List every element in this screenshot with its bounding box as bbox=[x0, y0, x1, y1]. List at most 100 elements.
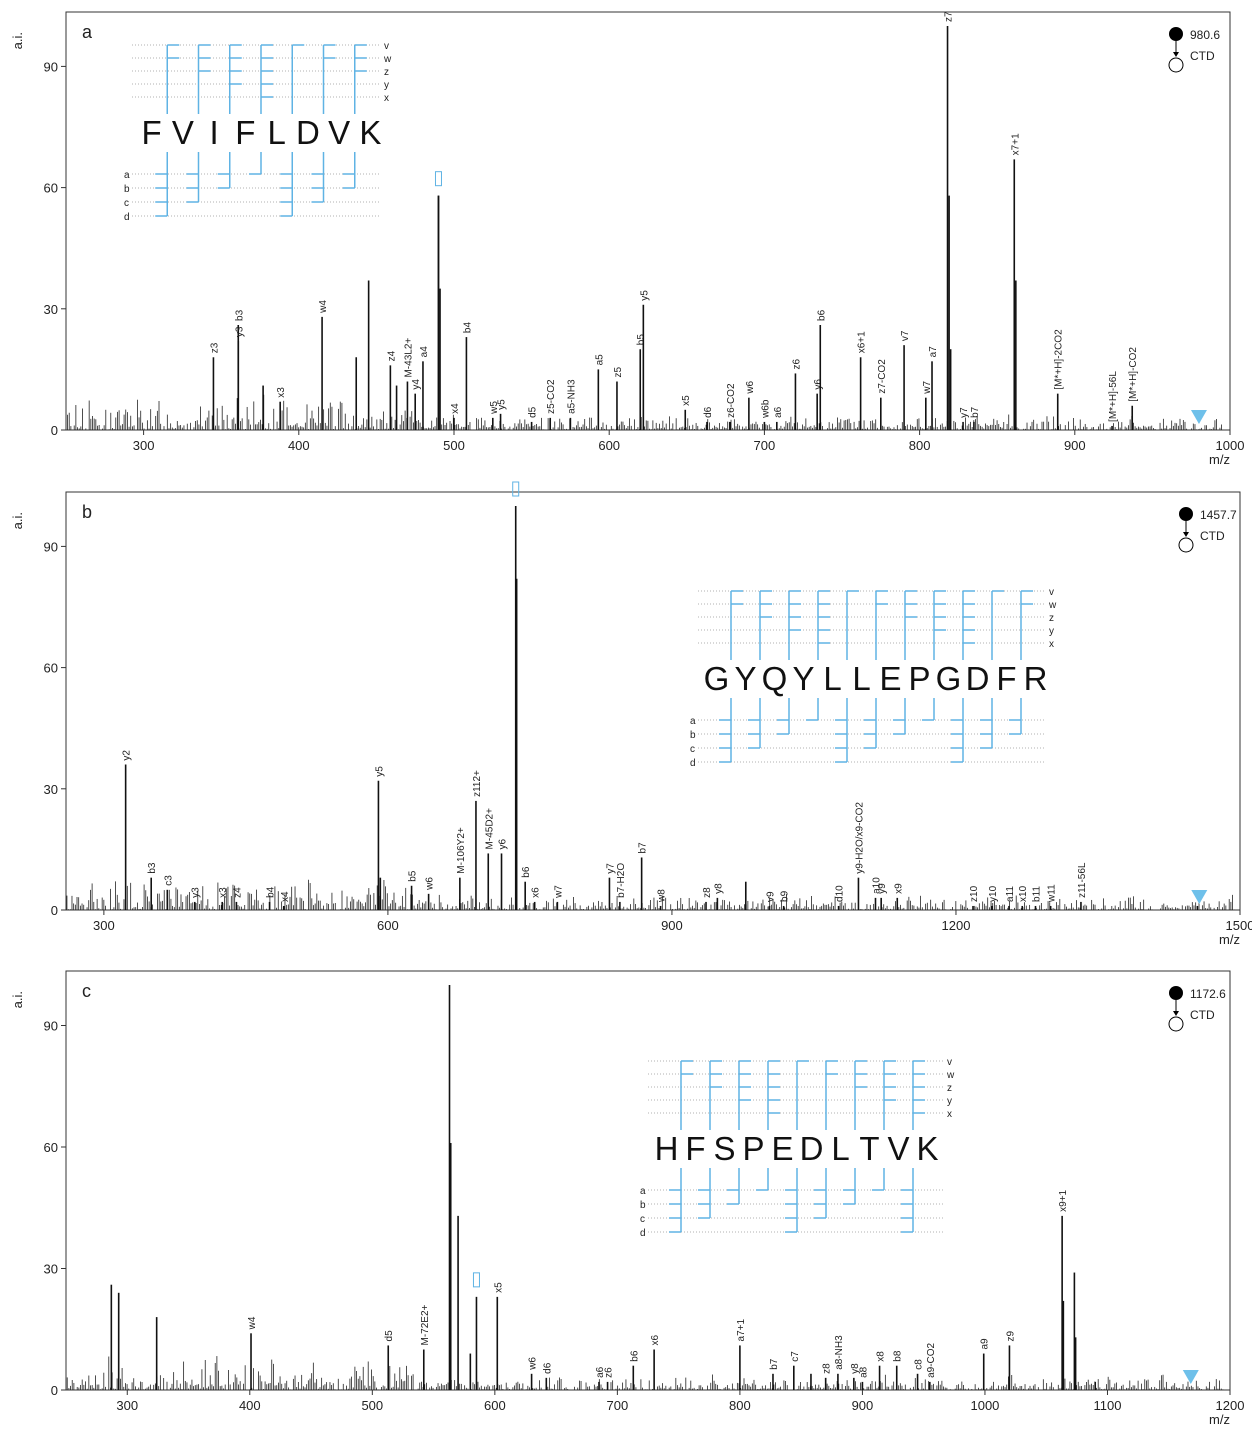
peak-label: [M*+H]-CO2 bbox=[1128, 347, 1139, 402]
peak-label: b5 bbox=[636, 334, 647, 346]
peak-label: z3 bbox=[209, 342, 220, 353]
ion-type-label: z bbox=[947, 1083, 952, 1094]
peak-label: a5 bbox=[594, 354, 605, 366]
peak-label: z4 bbox=[386, 350, 397, 361]
peak-label: z11-56L bbox=[1077, 862, 1088, 898]
peak-label: x5 bbox=[681, 395, 692, 406]
peak-label: b5 bbox=[408, 870, 419, 882]
x-tick-label: 900 bbox=[852, 1398, 874, 1413]
panel-c: c a.i. m/z 0 30 60 90 300 400 500 600 700 800 900 1000… bbox=[10, 970, 1244, 1427]
peak-label: b6 bbox=[521, 866, 532, 878]
filled-ion-icon bbox=[1169, 27, 1183, 41]
peak-label: x6+1 bbox=[857, 331, 868, 353]
residue: P bbox=[908, 660, 930, 697]
peak-label: y4 bbox=[411, 379, 422, 390]
precursor-mz: 1172.6 bbox=[1190, 987, 1226, 1001]
ion-type-label: c bbox=[690, 744, 695, 755]
peak-label: w6 bbox=[745, 380, 756, 394]
ion-type-label: a bbox=[640, 1186, 646, 1197]
precursor-marker-icon bbox=[1182, 1370, 1199, 1384]
x-tick-label: 300 bbox=[133, 438, 155, 453]
residue: Y bbox=[734, 660, 756, 697]
filled-ion-icon bbox=[1179, 507, 1193, 521]
peak-label: y8 bbox=[713, 883, 724, 894]
x-tick-label: 800 bbox=[909, 438, 931, 453]
residue: I bbox=[210, 114, 219, 151]
x-tick-label: 900 bbox=[661, 918, 683, 933]
peak-label: w5 bbox=[489, 401, 500, 415]
peak-label: M-45D2+ bbox=[484, 808, 495, 850]
peak-label: w4 bbox=[318, 300, 329, 314]
panel-label: a bbox=[82, 22, 93, 42]
peak-label: z10 bbox=[969, 885, 980, 902]
peak-label: z5-CO2 bbox=[546, 379, 557, 414]
x-tick-label: 900 bbox=[1064, 438, 1086, 453]
residue: F bbox=[142, 114, 162, 151]
ion-type-label: d bbox=[124, 212, 130, 223]
peak-label: y9 bbox=[877, 883, 888, 894]
ion-type-label: z bbox=[1049, 613, 1054, 624]
peak-label: y6 bbox=[498, 838, 509, 849]
peak-label: a4 bbox=[419, 346, 430, 358]
peak-label: c3 bbox=[163, 875, 174, 886]
ion-type-label: z bbox=[384, 67, 389, 78]
ion-type-label: v bbox=[1049, 587, 1054, 598]
filled-ion-icon bbox=[1169, 986, 1183, 1000]
residue: R bbox=[1024, 660, 1048, 697]
activation-method: CTD bbox=[1200, 529, 1225, 543]
y-tick-label: 60 bbox=[44, 181, 58, 196]
ion-type-label: a bbox=[124, 170, 130, 181]
precursor-marker-icon bbox=[1191, 890, 1208, 904]
y-tick-label: 60 bbox=[44, 661, 58, 676]
x-axis-label: m/z bbox=[1209, 452, 1230, 467]
peak-label: w8 bbox=[657, 889, 668, 903]
ion-type-label: d bbox=[690, 758, 696, 769]
peak-label: a10 bbox=[871, 877, 882, 894]
plot-frame bbox=[65, 491, 1241, 911]
peak-label: b4 bbox=[266, 886, 277, 898]
precursor-marker-icon bbox=[1190, 410, 1207, 424]
arrow-head-icon bbox=[1183, 532, 1189, 537]
internal-fragment-icon bbox=[434, 171, 442, 187]
residue: E bbox=[771, 1130, 793, 1167]
peak-label: [M*+H]-56L bbox=[1108, 371, 1119, 422]
peak-label: b3 bbox=[147, 862, 158, 874]
peak-label: a9 bbox=[980, 1338, 991, 1350]
peak-label: z8 bbox=[702, 887, 713, 898]
peak-label: x8 bbox=[876, 1351, 887, 1362]
x-tick-label: 500 bbox=[361, 1398, 383, 1413]
x-tick-label: 300 bbox=[93, 918, 115, 933]
ion-type-label: v bbox=[384, 41, 389, 52]
peak-label: b8 bbox=[893, 1350, 904, 1362]
ion-type-label: y bbox=[1049, 626, 1054, 637]
peak-label: z112+ bbox=[472, 770, 483, 797]
peak-label: a8-NH3 bbox=[834, 1335, 845, 1370]
peak-label: b7 bbox=[769, 1358, 780, 1370]
ion-type-label: c bbox=[124, 198, 129, 209]
ion-type-label: c bbox=[640, 1214, 645, 1225]
baseline-noise bbox=[67, 394, 1222, 430]
open-ion-icon bbox=[1168, 1016, 1184, 1032]
peak-label: z6 bbox=[791, 358, 802, 369]
ion-type-label: v bbox=[947, 1057, 952, 1068]
peak-label: d5 bbox=[384, 1330, 395, 1342]
peak-label: x9+1 bbox=[1058, 1189, 1069, 1211]
residue: Y bbox=[792, 660, 814, 697]
peak-label: b7-H2O bbox=[616, 863, 627, 898]
internal-fragment-icon bbox=[472, 1272, 480, 1288]
residue: D bbox=[800, 1130, 824, 1167]
peak-label: b3 bbox=[234, 309, 245, 321]
x-tick-label: 600 bbox=[377, 918, 399, 933]
peak-label: y9-H2O/x9-CO2 bbox=[854, 802, 865, 874]
y-tick-label: 90 bbox=[44, 539, 58, 554]
residue: G bbox=[936, 660, 962, 697]
residue: K bbox=[916, 1130, 938, 1167]
residue: V bbox=[172, 114, 194, 151]
residue: L bbox=[823, 660, 841, 697]
ion-type-label: y bbox=[947, 1096, 952, 1107]
